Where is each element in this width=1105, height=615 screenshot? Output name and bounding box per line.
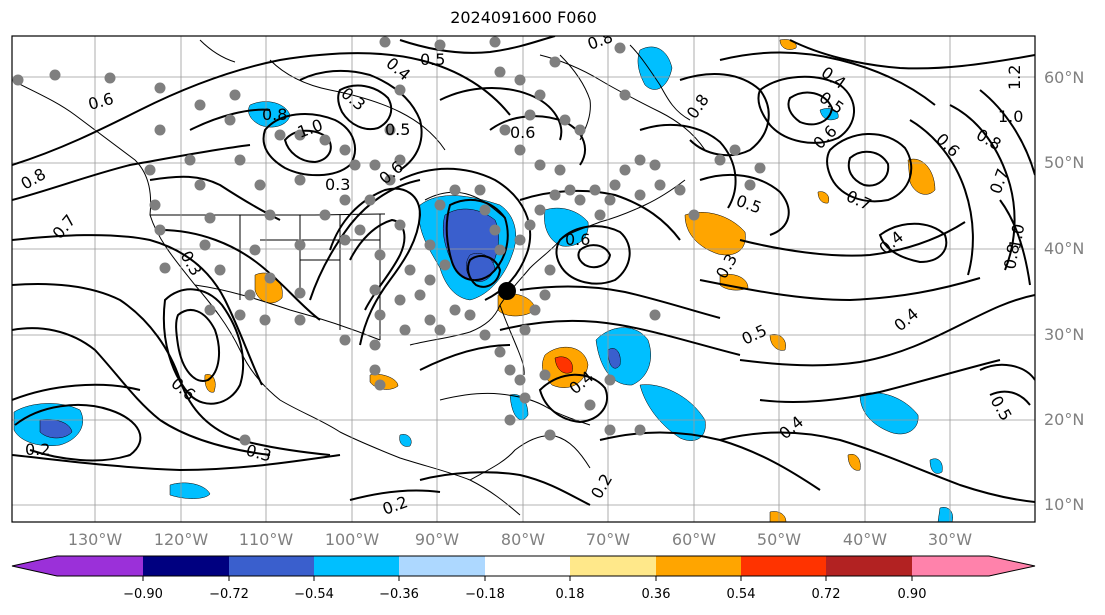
lat-label: 20°N xyxy=(1044,410,1085,429)
shaded-regions xyxy=(13,39,953,522)
colorbar-outline xyxy=(11,555,1036,577)
lon-label: 130°W xyxy=(67,530,123,549)
station-markers xyxy=(12,36,766,446)
contour-label: 0.5 xyxy=(385,120,410,139)
colorbar-tick-label: 0.36 xyxy=(641,587,671,602)
contour-label: 0.6 xyxy=(510,123,535,142)
coastlines xyxy=(12,39,706,516)
map-title: 2024091600 F060 xyxy=(450,8,597,27)
colorbar-segment xyxy=(741,556,826,576)
colorbar-segment xyxy=(656,556,741,576)
contour-label: 0.5 xyxy=(420,50,445,69)
colorbar-segment xyxy=(229,556,314,576)
lon-label: 70°W xyxy=(585,530,631,549)
lat-label: 10°N xyxy=(1044,495,1085,514)
lon-label: 40°W xyxy=(842,530,888,549)
lon-label: 80°W xyxy=(500,530,546,549)
lon-label: 110°W xyxy=(238,530,294,549)
contour-label: 0.3 xyxy=(325,175,350,194)
map-frame xyxy=(11,35,1036,523)
contour-lines xyxy=(12,36,1035,506)
colorbar-segment xyxy=(399,556,485,576)
lon-label: 30°W xyxy=(927,530,973,549)
lon-label: 50°W xyxy=(756,530,802,549)
colorbar-segment xyxy=(485,556,570,576)
contour-label: 0.2 xyxy=(25,440,50,459)
colorbar-tick-label: −0.54 xyxy=(294,587,334,602)
lon-label: 100°W xyxy=(324,530,380,549)
colorbar xyxy=(11,555,1036,581)
contour-label: 0.8 xyxy=(1000,242,1023,270)
lon-label: 120°W xyxy=(153,530,209,549)
colorbar-segment xyxy=(143,556,229,576)
colorbar-segment xyxy=(912,556,989,576)
lon-label: 90°W xyxy=(414,530,460,549)
colorbar-tick-label: −0.18 xyxy=(465,587,505,602)
colorbar-tick-label: 0.18 xyxy=(555,587,585,602)
colorbar-segment xyxy=(57,556,143,576)
colorbar-tick-label: −0.72 xyxy=(209,587,249,602)
colorbar-segment xyxy=(826,556,912,576)
lon-label: 60°W xyxy=(671,530,717,549)
colorbar-tick-label: 0.54 xyxy=(726,587,756,602)
colorbar-tick-label: −0.36 xyxy=(379,587,419,602)
contour-label: 0.6 xyxy=(565,230,590,249)
graticule xyxy=(12,36,1035,522)
colorbar-tick-label: −0.90 xyxy=(123,587,163,602)
lat-label: 60°N xyxy=(1044,68,1085,87)
lat-label: 40°N xyxy=(1044,239,1085,258)
colorbar-tick-label: 0.72 xyxy=(811,587,841,602)
lat-label: 30°N xyxy=(1044,325,1085,344)
colorbar-segment xyxy=(314,556,399,576)
colorbar-extend-low xyxy=(12,556,57,576)
map-background xyxy=(12,36,1035,522)
colorbar-segment xyxy=(570,556,656,576)
colorbar-tick-label: 0.90 xyxy=(897,587,927,602)
lat-label: 50°N xyxy=(1044,153,1085,172)
contour-label: 1.0 xyxy=(998,107,1023,126)
storm-center-marker xyxy=(498,282,516,300)
colorbar-extend-high xyxy=(989,556,1035,576)
contour-label: 0.8 xyxy=(262,105,287,124)
contour-label: 1.2 xyxy=(1005,65,1024,90)
contour-label: 1.0 xyxy=(1005,222,1028,250)
